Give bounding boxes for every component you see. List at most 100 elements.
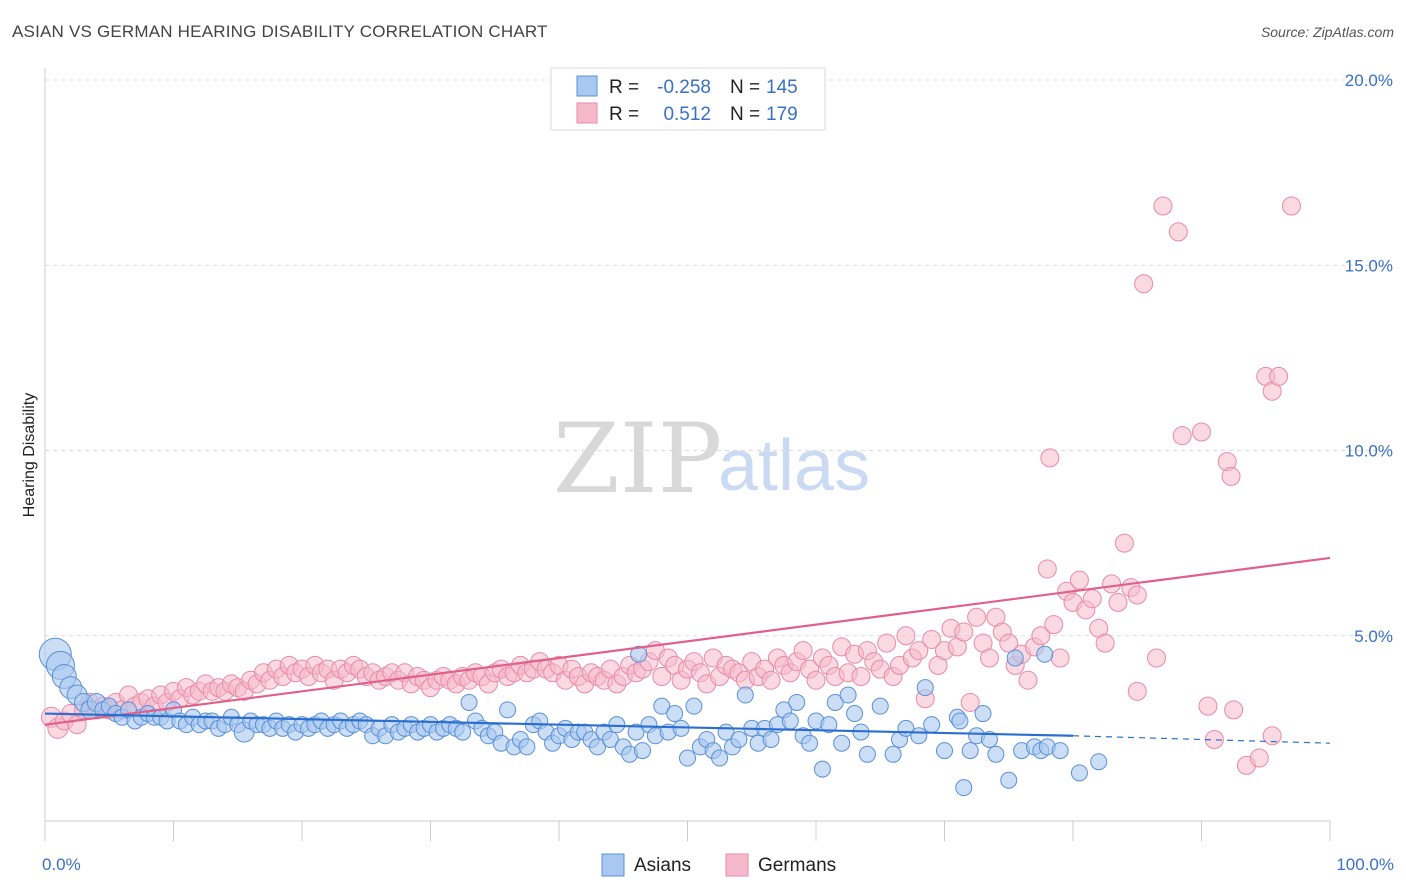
asian-point bbox=[871, 697, 889, 715]
german-point bbox=[1269, 366, 1289, 386]
chart-title: ASIAN VS GERMAN HEARING DISABILITY CORRE… bbox=[12, 22, 548, 41]
german-point bbox=[877, 633, 897, 653]
german-point bbox=[1069, 570, 1089, 590]
legend-n-label-asians: N = bbox=[730, 77, 760, 98]
bottom-legend: Asians Germans bbox=[601, 853, 836, 877]
german-point bbox=[1168, 222, 1188, 242]
german-point bbox=[896, 626, 916, 646]
asian-point bbox=[1070, 764, 1088, 782]
german-point bbox=[851, 667, 871, 687]
asian-point bbox=[634, 742, 652, 760]
german-point bbox=[954, 622, 974, 642]
asian-point bbox=[685, 697, 703, 715]
german-point bbox=[979, 648, 999, 668]
asian-point bbox=[916, 679, 934, 697]
chart-source: Source: ZipAtlas.com bbox=[1260, 24, 1394, 40]
y-tick-label: 20.0% bbox=[1345, 71, 1393, 90]
legend-n-value-asians: 145 bbox=[766, 77, 798, 98]
german-point bbox=[960, 692, 980, 712]
german-point bbox=[909, 641, 929, 661]
asian-point bbox=[820, 716, 838, 734]
trend-lines bbox=[44, 556, 1331, 744]
asian-point bbox=[762, 730, 780, 748]
asian-trend-line bbox=[44, 712, 1074, 737]
german-point bbox=[1153, 196, 1173, 216]
german-point bbox=[1040, 448, 1060, 468]
asian-point bbox=[518, 738, 536, 756]
german-point bbox=[1095, 633, 1115, 653]
y-tick-label: 10.0% bbox=[1345, 442, 1393, 461]
german-point bbox=[1134, 274, 1154, 294]
german-point bbox=[1127, 585, 1147, 605]
asian-point bbox=[846, 705, 864, 723]
legend-swatch-germans bbox=[576, 102, 598, 124]
asian-point bbox=[666, 705, 684, 723]
asian-point bbox=[653, 697, 671, 715]
asian-point bbox=[781, 712, 799, 730]
german-point bbox=[652, 667, 672, 687]
bottom-legend-swatch-asians bbox=[601, 853, 625, 877]
asian-point bbox=[936, 742, 953, 760]
asian-point bbox=[980, 730, 998, 748]
y-tick-label: 15.0% bbox=[1345, 256, 1393, 275]
x-tick-label-min: 0.0% bbox=[42, 855, 81, 874]
asian-point bbox=[499, 701, 517, 719]
german-point bbox=[1221, 466, 1241, 486]
x-tick-label-max: 100.0% bbox=[1336, 855, 1394, 874]
german-point bbox=[1147, 648, 1167, 668]
asian-point bbox=[730, 730, 748, 748]
asian-point bbox=[1006, 649, 1024, 667]
legend-swatch-asians bbox=[576, 75, 598, 97]
german-point bbox=[1044, 615, 1064, 635]
grid-lines bbox=[45, 79, 1392, 637]
asian-point bbox=[711, 749, 729, 767]
german-point bbox=[1050, 648, 1070, 668]
legend-r-label-asians: R = bbox=[609, 77, 639, 98]
german-point bbox=[1037, 559, 1057, 579]
asian-point bbox=[589, 738, 607, 756]
german-point bbox=[999, 633, 1019, 653]
asian-point bbox=[974, 705, 992, 723]
legend-r-value-germans: 0.512 bbox=[663, 104, 711, 125]
legend-n-label-germans: N = bbox=[730, 104, 760, 125]
german-point bbox=[1198, 696, 1218, 716]
german-point bbox=[1114, 533, 1134, 553]
asian-point bbox=[1000, 771, 1018, 789]
asian-point bbox=[884, 745, 902, 763]
german-point bbox=[1102, 574, 1122, 594]
bottom-legend-swatch-germans bbox=[725, 853, 749, 877]
german-point bbox=[1018, 670, 1038, 690]
asian-point bbox=[460, 693, 478, 711]
asian-point bbox=[736, 686, 754, 704]
asian-trend-extension bbox=[1072, 735, 1331, 744]
asian-point bbox=[826, 693, 844, 711]
asian-point bbox=[923, 716, 941, 734]
asian-point bbox=[961, 742, 979, 760]
german-point bbox=[922, 629, 942, 649]
asian-point bbox=[910, 727, 928, 745]
y-tick-labels: 5.0% 10.0% 15.0% 20.0% bbox=[1345, 71, 1393, 646]
asian-point bbox=[955, 779, 973, 797]
german-point bbox=[1108, 592, 1128, 612]
watermark-zip: ZIP bbox=[553, 403, 722, 515]
asian-point bbox=[951, 712, 969, 730]
german-point bbox=[1127, 681, 1147, 701]
german-point bbox=[967, 607, 987, 627]
asian-point bbox=[630, 645, 648, 663]
german-point bbox=[1281, 196, 1301, 216]
asian-point bbox=[833, 734, 851, 752]
legend-r-label-germans: R = bbox=[609, 104, 639, 125]
asian-point bbox=[788, 693, 806, 711]
asian-point bbox=[608, 716, 626, 734]
asian-point bbox=[601, 730, 619, 748]
legend-box: R = -0.258 N = 145 R = 0.512 N = 179 bbox=[550, 67, 826, 131]
german-trend-line bbox=[44, 556, 1331, 726]
german-point bbox=[1172, 426, 1192, 446]
legend-r-value-asians: -0.258 bbox=[657, 77, 711, 98]
bottom-legend-germans: Germans bbox=[758, 855, 836, 876]
asian-point bbox=[1036, 645, 1054, 663]
watermark-atlas: atlas bbox=[718, 426, 870, 506]
bottom-legend-asians: Asians bbox=[634, 855, 691, 876]
german-point bbox=[1262, 726, 1282, 746]
